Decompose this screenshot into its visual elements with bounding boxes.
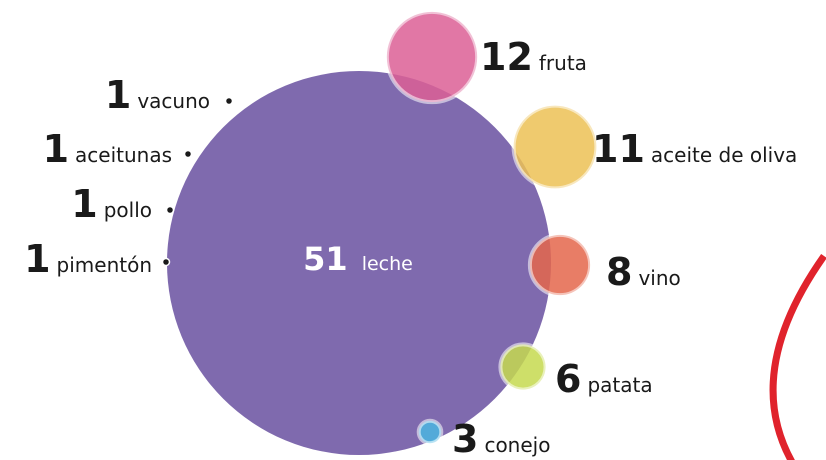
category-label: vacuno bbox=[137, 89, 210, 113]
value-label: 1 bbox=[24, 237, 50, 281]
value-label: 3 bbox=[452, 417, 478, 460]
bubble-label: 51 leche bbox=[303, 240, 413, 278]
bubble bbox=[416, 418, 444, 446]
value-label: 11 bbox=[592, 127, 645, 171]
bubble bbox=[511, 103, 599, 191]
bubble-label: 1 pollo bbox=[71, 182, 152, 226]
value-label: 1 bbox=[71, 182, 97, 226]
value-label: 6 bbox=[555, 357, 581, 401]
bubble bbox=[165, 205, 175, 215]
value-label: 51 bbox=[303, 240, 348, 278]
bubble bbox=[384, 9, 480, 105]
bubble bbox=[167, 71, 551, 455]
bubble-label: 12 fruta bbox=[480, 35, 587, 79]
bubble bbox=[183, 149, 193, 159]
bubble bbox=[527, 232, 593, 298]
category-label: aceite de oliva bbox=[651, 143, 797, 167]
bubble bbox=[224, 96, 234, 106]
value-label: 8 bbox=[606, 250, 632, 294]
decorative-arc bbox=[769, 253, 826, 460]
category-label: leche bbox=[362, 253, 413, 275]
bubble-label: 1 vacuno bbox=[105, 73, 210, 117]
category-label: pollo bbox=[104, 198, 152, 222]
bubble-label: 3 conejo bbox=[452, 417, 550, 460]
category-label: aceitunas bbox=[75, 143, 172, 167]
bubble-label: 6 patata bbox=[555, 357, 653, 401]
bubble bbox=[161, 257, 171, 267]
bubble bbox=[498, 342, 548, 392]
bubble-label: 1 pimentón bbox=[24, 237, 152, 281]
category-label: vino bbox=[638, 266, 680, 290]
value-label: 12 bbox=[480, 35, 533, 79]
bubble-label: 8 vino bbox=[606, 250, 681, 294]
category-label: patata bbox=[587, 373, 652, 397]
bubble-label: 11 aceite de oliva bbox=[592, 127, 797, 171]
value-label: 1 bbox=[43, 127, 69, 171]
category-label: pimentón bbox=[57, 253, 152, 277]
bubble-label: 1 aceitunas bbox=[43, 127, 172, 171]
value-label: 1 bbox=[105, 73, 131, 117]
category-label: fruta bbox=[539, 51, 587, 75]
category-label: conejo bbox=[484, 433, 550, 457]
